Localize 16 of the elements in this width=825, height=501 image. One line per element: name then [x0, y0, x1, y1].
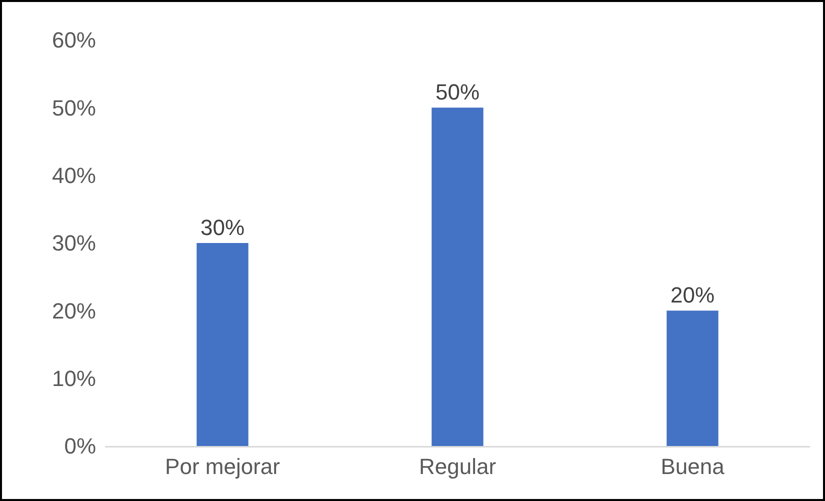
y-tick-label: 30%	[52, 230, 96, 256]
data-label: 30%	[200, 215, 245, 240]
y-tick-label: 20%	[52, 298, 96, 324]
y-tick-label: 60%	[52, 28, 96, 53]
bar	[196, 243, 248, 446]
data-label: 50%	[435, 80, 480, 105]
y-tick-label: 50%	[52, 95, 96, 120]
x-tick-label: Buena	[660, 454, 726, 479]
x-tick-label: Regular	[418, 454, 496, 479]
data-label: 20%	[670, 282, 715, 308]
x-tick-label: Por mejorar	[165, 454, 280, 479]
bar	[432, 108, 484, 446]
y-tick-label: 40%	[52, 163, 96, 188]
bar	[666, 310, 718, 446]
y-tick-label: 10%	[52, 366, 96, 392]
y-tick-label: 0%	[64, 434, 96, 459]
